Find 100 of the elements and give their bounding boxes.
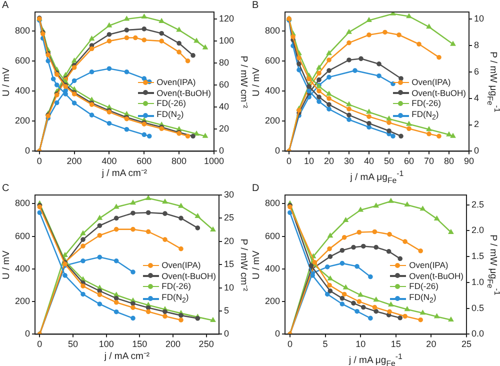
x-tick-label: 80: [444, 156, 454, 166]
y-axis-title: U / mV: [1, 250, 13, 280]
y-tick-label: 200: [14, 116, 30, 126]
y-tick-label: 200: [14, 296, 30, 306]
legend-label: FD(-26): [156, 98, 186, 109]
x-tick-label: 50: [68, 339, 78, 350]
x-tick-label: 800: [172, 156, 187, 166]
y-tick-label: 400: [264, 263, 280, 274]
y2-tick-label: 25: [224, 212, 234, 223]
legend-label: Oven(t-BuOH): [412, 88, 466, 98]
y2-tick-label: 0: [218, 146, 224, 156]
chart-title: B: [252, 0, 259, 11]
y-tick-label: 400: [14, 263, 30, 274]
y2-tick-label: 1.0: [471, 276, 484, 287]
y-tick-label: 0: [275, 328, 280, 339]
y-axis-title: U / mV: [251, 250, 263, 280]
x-tick-label: 0: [286, 156, 292, 166]
y2-tick-label: 15: [224, 259, 234, 270]
x-tick-label: 20: [426, 339, 436, 350]
y-tick-label: 400: [14, 85, 30, 96]
legend-label: FD(-26): [412, 98, 441, 109]
y2-tick-label: 1.5: [471, 251, 484, 262]
y-tick-label: 800: [14, 25, 30, 36]
y-tick-label: 200: [264, 296, 280, 306]
x-tick-label: 100: [98, 339, 114, 350]
x-axis-title: j / mA cm⁻²: [103, 351, 151, 363]
y-tick-label: 600: [264, 230, 280, 241]
y2-tick-label: 0: [474, 146, 480, 156]
y2-tick-label: 5: [224, 305, 230, 316]
y-tick-label: 0: [275, 146, 280, 156]
x-tick-label: 90: [464, 156, 474, 166]
chart-title: C: [2, 183, 10, 194]
y-tick-label: 200: [264, 116, 280, 126]
legend-label: FD(-26): [409, 281, 438, 292]
y2-tick-label: 6: [474, 66, 480, 76]
x-tick-label: 70: [424, 156, 434, 166]
y2-tick-label: 0: [224, 328, 230, 339]
y-tick-label: 800: [264, 25, 280, 36]
y2-tick-label: 30: [224, 189, 234, 200]
y2-tick-label: 60: [218, 80, 229, 90]
legend-label: Oven(t-BuOH): [409, 270, 464, 282]
y-tick-label: 0: [25, 146, 30, 156]
x-tick-label: 60: [404, 156, 414, 166]
y-axis-title: U / mV: [251, 67, 263, 96]
x-tick-label: 600: [136, 156, 152, 166]
y-tick-label: 600: [14, 230, 30, 241]
x-tick-label: 0: [36, 156, 42, 166]
x-axis-title: j / mA cm⁻²: [100, 168, 148, 180]
y2-tick-label: 100: [218, 36, 234, 46]
y2-tick-label: 2.5: [471, 199, 484, 210]
x-tick-label: 1000: [204, 156, 224, 166]
y2-tick-label: 10: [474, 13, 484, 24]
y-tick-label: 600: [14, 55, 30, 66]
y-tick-label: 400: [264, 85, 280, 96]
y-axis-title: U / mV: [1, 67, 13, 96]
legend-label: Oven(IPA): [412, 77, 451, 88]
y2-tick-label: 8: [474, 40, 480, 50]
x-tick-label: 250: [198, 339, 214, 350]
legend-label: Oven(t-BuOH): [162, 270, 216, 282]
y2-axis-title: P / mW cm⁻²: [237, 238, 249, 291]
x-tick-label: 25: [461, 339, 472, 350]
legend-label: FD(N$_{2}$): [162, 292, 189, 306]
legend-label: Oven(t-BuOH): [156, 88, 211, 98]
y2-tick-label: 20: [218, 124, 229, 134]
y2-tick-label: 0.5: [471, 302, 484, 313]
y2-tick-label: 40: [218, 102, 229, 112]
y2-axis-title: P / mW cm⁻²: [237, 55, 249, 108]
y2-tick-label: 2: [474, 119, 480, 130]
legend-label: Oven(IPA): [162, 260, 201, 271]
y-tick-label: 600: [264, 55, 280, 66]
legend-label: FD(N$_{2}$): [409, 292, 436, 306]
x-tick-label: 20: [324, 156, 334, 166]
x-tick-label: 40: [364, 156, 374, 166]
y-tick-label: 800: [14, 198, 30, 208]
y2-tick-label: 80: [218, 58, 229, 68]
y-tick-label: 0: [25, 328, 30, 339]
x-tick-label: 0: [37, 339, 42, 350]
y2-tick-label: 10: [224, 282, 234, 292]
x-tick-label: 15: [390, 339, 401, 350]
legend-label: FD(N$_{2}$): [156, 108, 184, 124]
y2-tick-label: 120: [218, 14, 234, 24]
x-tick-label: 10: [304, 156, 314, 166]
y2-tick-label: 20: [224, 236, 234, 246]
y2-tick-label: 0.0: [471, 328, 484, 339]
chart-title: D: [252, 183, 260, 194]
legend-label: FD(-26): [162, 281, 191, 292]
legend-label: FD(N$_{2}$): [412, 108, 439, 124]
x-tick-label: 200: [66, 156, 82, 166]
y2-tick-label: 4: [474, 92, 480, 103]
x-tick-label: 200: [165, 339, 181, 350]
y-tick-label: 800: [264, 198, 280, 208]
y2-tick-label: 2.0: [471, 225, 484, 236]
x-tick-label: 5: [322, 339, 328, 350]
x-tick-label: 50: [384, 156, 394, 166]
legend-label: Oven(IPA): [409, 260, 448, 271]
x-tick-label: 400: [102, 156, 117, 166]
chart-title: A: [2, 0, 9, 11]
x-tick-label: 0: [287, 339, 292, 350]
x-tick-label: 10: [356, 339, 366, 350]
x-tick-label: 30: [344, 156, 354, 166]
